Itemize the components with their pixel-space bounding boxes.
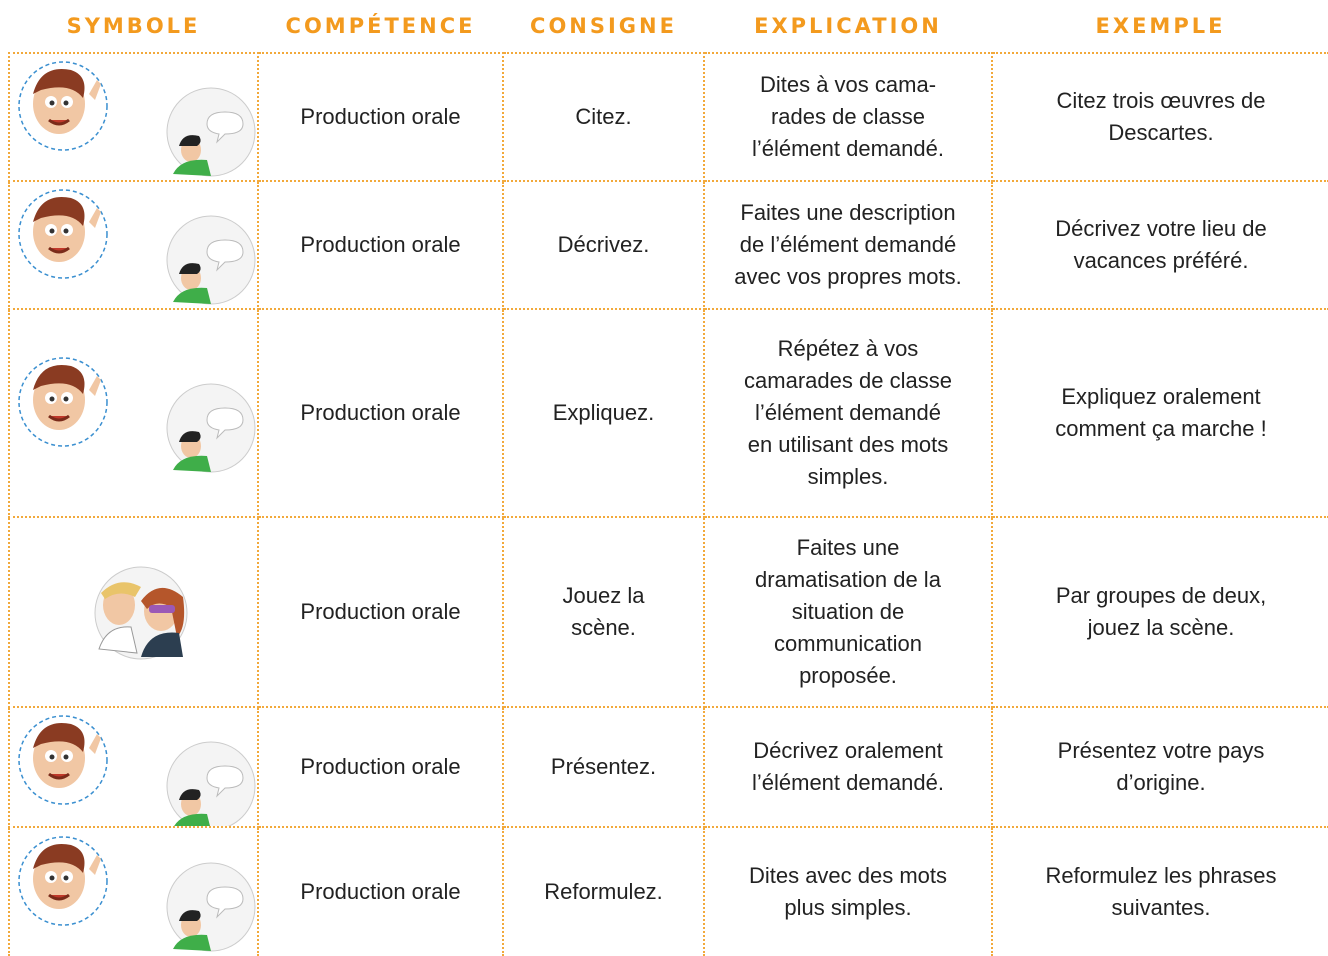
exemple-cell: Expliquez oralement comment ça marche ! — [991, 308, 1328, 518]
explication-cell: Décrivez oralement l’élément demandé. — [703, 706, 993, 828]
consigne-cell: Décrivez. — [502, 180, 705, 310]
symbol-cell — [8, 826, 259, 956]
symbol-cell — [8, 52, 259, 182]
row: Production orale Décrivez. Faites une desc… — [8, 180, 1328, 310]
explication-line: Faites une — [796, 535, 900, 560]
competence-cell: Production orale — [257, 180, 504, 310]
explication-line: l’élément demandé. — [751, 770, 944, 795]
explication-line: Décrivez oralement — [753, 738, 943, 763]
explication-line: plus simples. — [784, 895, 912, 920]
exemple-line: jouez la scène. — [1087, 615, 1235, 640]
consigne-line: Décrivez. — [557, 232, 650, 257]
symbol-icon — [94, 566, 188, 660]
exemple-line: Présentez votre pays — [1057, 738, 1265, 763]
consigne-line: Expliquez. — [552, 400, 655, 425]
explication-line: l’élément demandé — [755, 400, 941, 425]
consigne-cell: Présentez. — [502, 706, 705, 828]
symbol-icon — [17, 356, 256, 474]
explication-line: dramatisation de la — [755, 567, 941, 592]
explication-line: l’élément demandé. — [751, 136, 944, 161]
explication-line: avec vos propres mots. — [734, 264, 962, 289]
exemple-line: Expliquez oralement — [1061, 384, 1261, 409]
row: Production orale Présentez. Décrivez orale… — [8, 706, 1328, 828]
exemple-line: Par groupes de deux, — [1055, 583, 1267, 608]
exemple-line: Citez trois œuvres de — [1056, 88, 1266, 113]
row: Production orale Expliquez. Répétez à vos c… — [8, 308, 1328, 518]
exemple-cell: Présentez votre pays d’origine. — [991, 706, 1328, 828]
symbol-icon — [17, 835, 256, 953]
column-header: COMPÉTENCE — [285, 14, 476, 38]
explication-line: rades de classe — [770, 104, 926, 129]
explication-line: de l’élément demandé — [739, 232, 957, 257]
consigne-line: Présentez. — [550, 754, 657, 779]
explication-line: proposée. — [799, 663, 897, 688]
explication-line: Faites une description — [740, 200, 956, 225]
explication-cell: Faites une dramatisation de la situation d… — [703, 516, 993, 708]
consigne-line: scène. — [571, 615, 636, 640]
symbol-icon — [17, 188, 256, 306]
column-header: EXEMPLE — [1095, 14, 1226, 38]
exemple-line: Reformulez les phrases — [1045, 863, 1277, 888]
explication-line: situation de — [791, 599, 905, 624]
exemple-line: vacances préféré. — [1073, 248, 1249, 273]
consigne-line: Reformulez. — [544, 879, 663, 904]
table-header: SYMBOLE COMPÉTENCE CONSIGNE EXPLICATION EXEM… — [9, 0, 1328, 53]
competence-cell: Production orale — [257, 706, 504, 828]
exemple-cell: Reformulez les phrases suivantes. — [991, 826, 1328, 956]
row: Production orale Jouez la scène. Faites une… — [8, 516, 1328, 708]
competence-cell: Production orale — [257, 308, 504, 518]
consigne-line: Citez. — [575, 104, 632, 129]
consigne-line: Jouez la — [562, 583, 645, 608]
explication-cell: Répétez à vos camarades de classe l’élémen… — [703, 308, 993, 518]
exemple-cell: Par groupes de deux, jouez la scène. — [991, 516, 1328, 708]
column-header: CONSIGNE — [530, 14, 677, 38]
competence-cell: Production orale — [257, 826, 504, 956]
explication-line: communication — [774, 631, 922, 656]
table-body: Production orale Citez. Dites à vos cama-r… — [8, 52, 1328, 956]
explication-cell: Faites une description de l’élément deman… — [703, 180, 993, 310]
exemple-line: suivantes. — [1111, 895, 1211, 920]
header-row: SYMBOLE COMPÉTENCE CONSIGNE EXPLICATION EXEM… — [9, 0, 1328, 53]
explication-line: Dites à vos cama- — [759, 72, 937, 97]
explication-line: Dites avec des mots — [748, 863, 948, 888]
exemple-line: d’origine. — [1116, 770, 1206, 795]
exemple-line: Décrivez votre lieu de — [1055, 216, 1267, 241]
explication-cell: Dites avec des mots plus simples. — [703, 826, 993, 956]
column-header: SYMBOLE — [66, 14, 201, 38]
symbol-cell — [8, 516, 259, 708]
consigne-cell: Citez. — [502, 52, 705, 182]
explication-line: en utilisant des mots — [747, 432, 949, 457]
instruction-table: SYMBOLE COMPÉTENCE CONSIGNE EXPLICATION EXEM… — [8, 0, 1328, 956]
exemple-line: Descartes. — [1108, 120, 1214, 145]
exemple-cell: Décrivez votre lieu de vacances préféré. — [991, 180, 1328, 310]
exemple-cell: Citez trois œuvres de Descartes. — [991, 52, 1328, 182]
explication-line: simples. — [807, 464, 889, 489]
exemple-line: comment ça marche ! — [1055, 416, 1267, 441]
symbol-cell — [8, 308, 259, 518]
explication-line: camarades de classe — [744, 368, 952, 393]
explication-cell: Dites à vos cama-rades de classe l’élémen… — [703, 52, 993, 182]
symbol-icon — [17, 714, 256, 826]
consigne-cell: Expliquez. — [502, 308, 705, 518]
consigne-cell: Jouez la scène. — [502, 516, 705, 708]
explication-line: Répétez à vos — [777, 336, 919, 361]
symbol-icon — [17, 60, 256, 178]
column-header: EXPLICATION — [754, 14, 942, 38]
row: Production orale Citez. Dites à vos cama-r… — [8, 52, 1328, 182]
consigne-cell: Reformulez. — [502, 826, 705, 956]
symbol-cell — [8, 180, 259, 310]
symbol-cell — [8, 706, 259, 828]
competence-cell: Production orale — [257, 516, 504, 708]
competence-cell: Production orale — [257, 52, 504, 182]
row: Production orale Reformulez. Dites avec de… — [8, 826, 1328, 956]
